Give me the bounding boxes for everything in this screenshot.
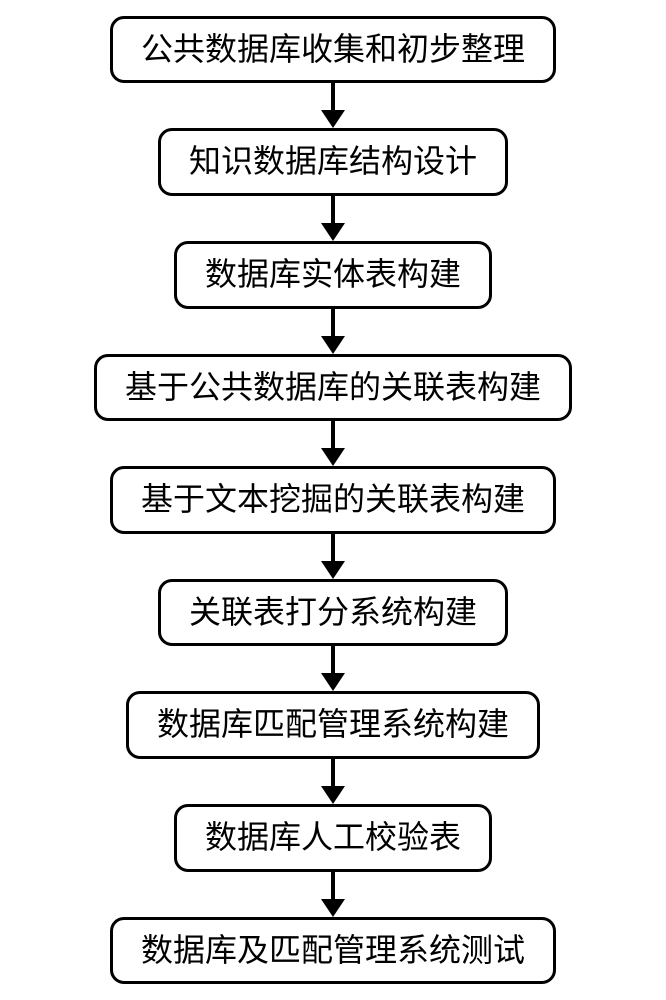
flow-node: 基于文本挖掘的关联表构建 [110, 466, 556, 534]
arrow-icon [321, 646, 345, 691]
arrow-icon [321, 872, 345, 917]
flow-node: 知识数据库结构设计 [158, 128, 508, 196]
arrow-line [331, 646, 335, 674]
arrow-icon [321, 309, 345, 354]
arrow-icon [321, 534, 345, 579]
arrow-line [331, 83, 335, 111]
arrow-head [321, 336, 345, 354]
arrow-line [331, 196, 335, 224]
flow-node: 关联表打分系统构建 [158, 579, 508, 647]
arrow-icon [321, 759, 345, 804]
arrow-line [331, 421, 335, 449]
arrow-icon [321, 196, 345, 241]
arrow-head [321, 786, 345, 804]
flow-node: 数据库及匹配管理系统测试 [110, 917, 556, 985]
arrow-head [321, 561, 345, 579]
flow-node: 数据库人工校验表 [174, 804, 492, 872]
flowchart-container: 公共数据库收集和初步整理 知识数据库结构设计 数据库实体表构建 基于公共数据库的… [20, 16, 646, 984]
flow-node: 公共数据库收集和初步整理 [110, 16, 556, 84]
arrow-head [321, 223, 345, 241]
arrow-line [331, 759, 335, 787]
arrow-head [321, 673, 345, 691]
arrow-head [321, 110, 345, 128]
arrow-icon [321, 83, 345, 128]
arrow-line [331, 872, 335, 900]
arrow-line [331, 534, 335, 562]
arrow-line [331, 309, 335, 337]
flow-node: 数据库实体表构建 [174, 241, 492, 309]
flow-node: 数据库匹配管理系统构建 [126, 691, 540, 759]
flow-node: 基于公共数据库的关联表构建 [94, 354, 572, 422]
arrow-head [321, 899, 345, 917]
arrow-head [321, 448, 345, 466]
arrow-icon [321, 421, 345, 466]
